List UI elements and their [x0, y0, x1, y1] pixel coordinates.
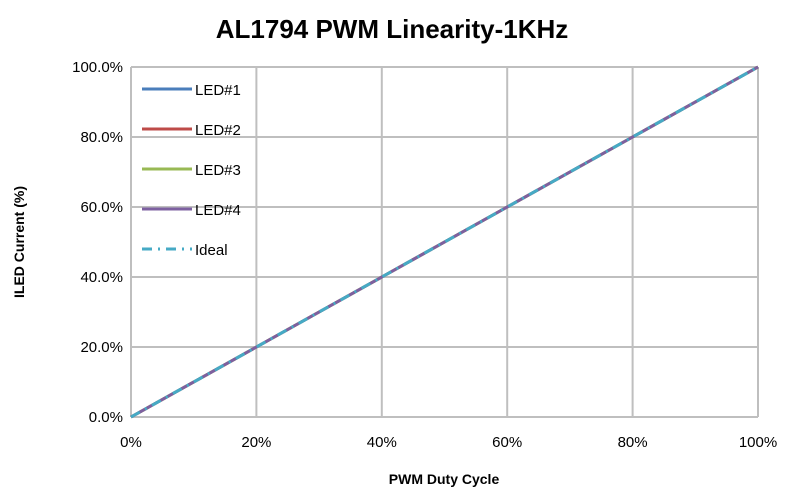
legend-label: LED#2	[195, 122, 241, 139]
legend-item: LED#1	[142, 82, 241, 99]
y-tick-label: 0.0%	[89, 409, 123, 426]
series-line-led4	[130, 65, 759, 419]
chart-title: AL1794 PWM Linearity-1KHz	[216, 14, 569, 44]
y-tick-label: 60.0%	[80, 199, 123, 216]
legend-label: LED#4	[195, 202, 241, 219]
x-tick-label: 60%	[492, 434, 522, 451]
series-lines	[130, 65, 759, 419]
legend-label: Ideal	[195, 242, 228, 259]
x-tick-label: 80%	[618, 434, 648, 451]
x-axis-label: PWM Duty Cycle	[389, 471, 500, 487]
x-tick-label: 100%	[739, 434, 777, 451]
legend-item: LED#3	[142, 162, 241, 179]
y-tick-label: 100.0%	[72, 59, 123, 76]
legend-item: Ideal	[142, 242, 228, 259]
legend-item: LED#2	[142, 122, 241, 139]
legend-label: LED#1	[195, 82, 241, 99]
legend-label: LED#3	[195, 162, 241, 179]
y-axis-label: ILED Current (%)	[11, 186, 27, 298]
legend: LED#1 LED#2 LED#3 LED#4 Ideal	[142, 82, 241, 259]
x-tick-label: 40%	[367, 434, 397, 451]
y-tick-label: 20.0%	[80, 339, 123, 356]
tick-labels: 0% 20% 40% 60% 80% 100% 0.0% 20.0% 40.0% 60.0% 80.…	[72, 59, 777, 451]
y-tick-label: 80.0%	[80, 129, 123, 146]
y-tick-label: 40.0%	[80, 269, 123, 286]
x-tick-label: 0%	[120, 434, 142, 451]
legend-item: LED#4	[142, 202, 241, 219]
x-tick-label: 20%	[241, 434, 271, 451]
grid	[130, 66, 759, 418]
